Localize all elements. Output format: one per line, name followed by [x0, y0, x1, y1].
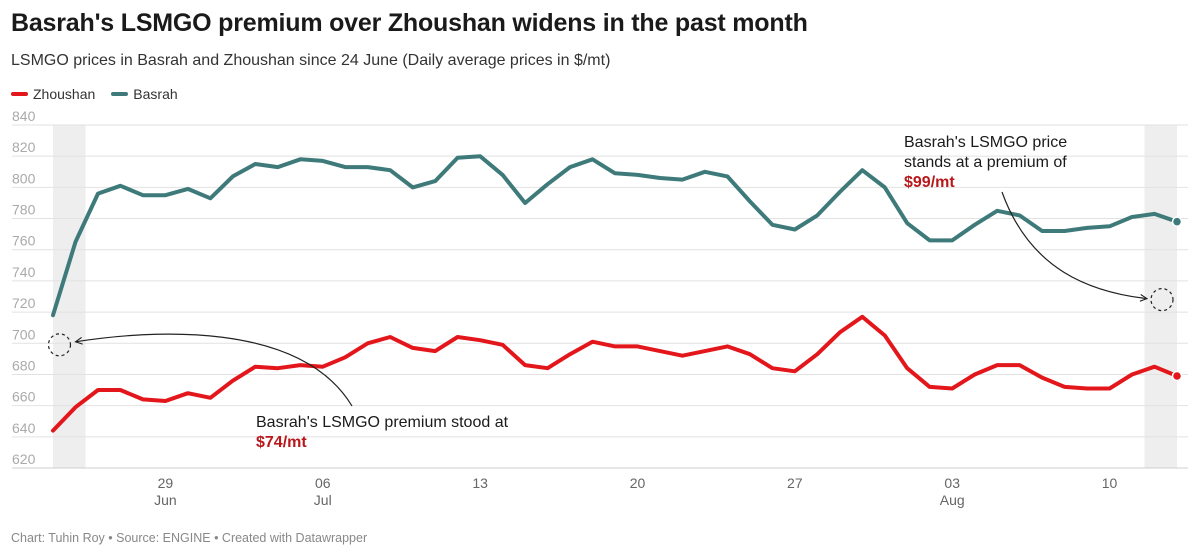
- legend: Zhoushan Basrah: [11, 86, 178, 102]
- annotations: Basrah's LSMGO premium stood at $74/mt Bas…: [47, 134, 1174, 451]
- x-tick-label: 29: [158, 475, 174, 491]
- y-tick-label: 840: [12, 108, 36, 124]
- y-tick-label: 640: [12, 420, 36, 436]
- legend-item-basrah: Basrah: [111, 86, 178, 102]
- y-tick-label: 720: [12, 295, 36, 311]
- y-axis-ticks: 620 640 660 680 700 720 740 760 780 800 820 840: [12, 108, 36, 467]
- y-tick-label: 800: [12, 170, 36, 186]
- end-point-zhoushan: [1171, 370, 1183, 382]
- series-line-basrah: [51, 154, 1179, 318]
- annotation-text: Basrah's LSMGO price: [904, 134, 1067, 151]
- annotation-text: Basrah's LSMGO premium stood at: [256, 414, 509, 431]
- annotation-text: stands at a premium of: [904, 154, 1067, 171]
- x-tick-label: 10: [1102, 475, 1118, 491]
- gridlines: [12, 124, 1188, 469]
- chart-title: Basrah's LSMGO premium over Zhoushan wid…: [11, 9, 808, 37]
- series-line-zhoushan: [51, 314, 1179, 433]
- y-tick-label: 620: [12, 451, 36, 467]
- x-tick-label: 06: [315, 475, 331, 491]
- x-tick-month-label: Jun: [154, 492, 177, 508]
- x-tick-label: 13: [472, 475, 488, 491]
- legend-item-zhoushan: Zhoushan: [11, 86, 95, 102]
- y-tick-label: 700: [12, 326, 36, 342]
- y-tick-label: 660: [12, 389, 36, 405]
- highlight-bands: [53, 125, 1177, 468]
- annotation-arrow: [1001, 191, 1147, 299]
- x-tick-month-label: Aug: [940, 492, 965, 508]
- annotation-value: $74/mt: [256, 434, 307, 451]
- annotation-target-circle: [47, 333, 72, 357]
- x-tick-label: 20: [630, 475, 646, 491]
- annotation-value: $99/mt: [904, 174, 955, 191]
- highlight-band: [1144, 125, 1177, 468]
- y-tick-label: 780: [12, 202, 36, 218]
- series-lines: [51, 154, 1183, 433]
- x-tick-month-label: Jul: [314, 492, 332, 508]
- x-tick-label: 27: [787, 475, 803, 491]
- y-tick-label: 680: [12, 357, 36, 373]
- legend-label-basrah: Basrah: [133, 86, 178, 102]
- chart-footer: Chart: Tuhin Roy • Source: ENGINE • Crea…: [11, 531, 368, 545]
- chart-subtitle: LSMGO prices in Basrah and Zhoushan sinc…: [11, 52, 611, 69]
- annotation-arrow: [75, 333, 353, 407]
- legend-swatch-zhoushan: [11, 92, 28, 96]
- end-point-basrah: [1171, 216, 1183, 227]
- legend-label-zhoushan: Zhoushan: [33, 86, 96, 102]
- annotation-target-circle: [1150, 288, 1174, 312]
- x-tick-label: 03: [944, 475, 960, 491]
- y-tick-label: 740: [12, 264, 36, 280]
- y-tick-label: 760: [12, 233, 36, 249]
- y-tick-label: 820: [12, 139, 36, 155]
- legend-swatch-basrah: [111, 92, 129, 96]
